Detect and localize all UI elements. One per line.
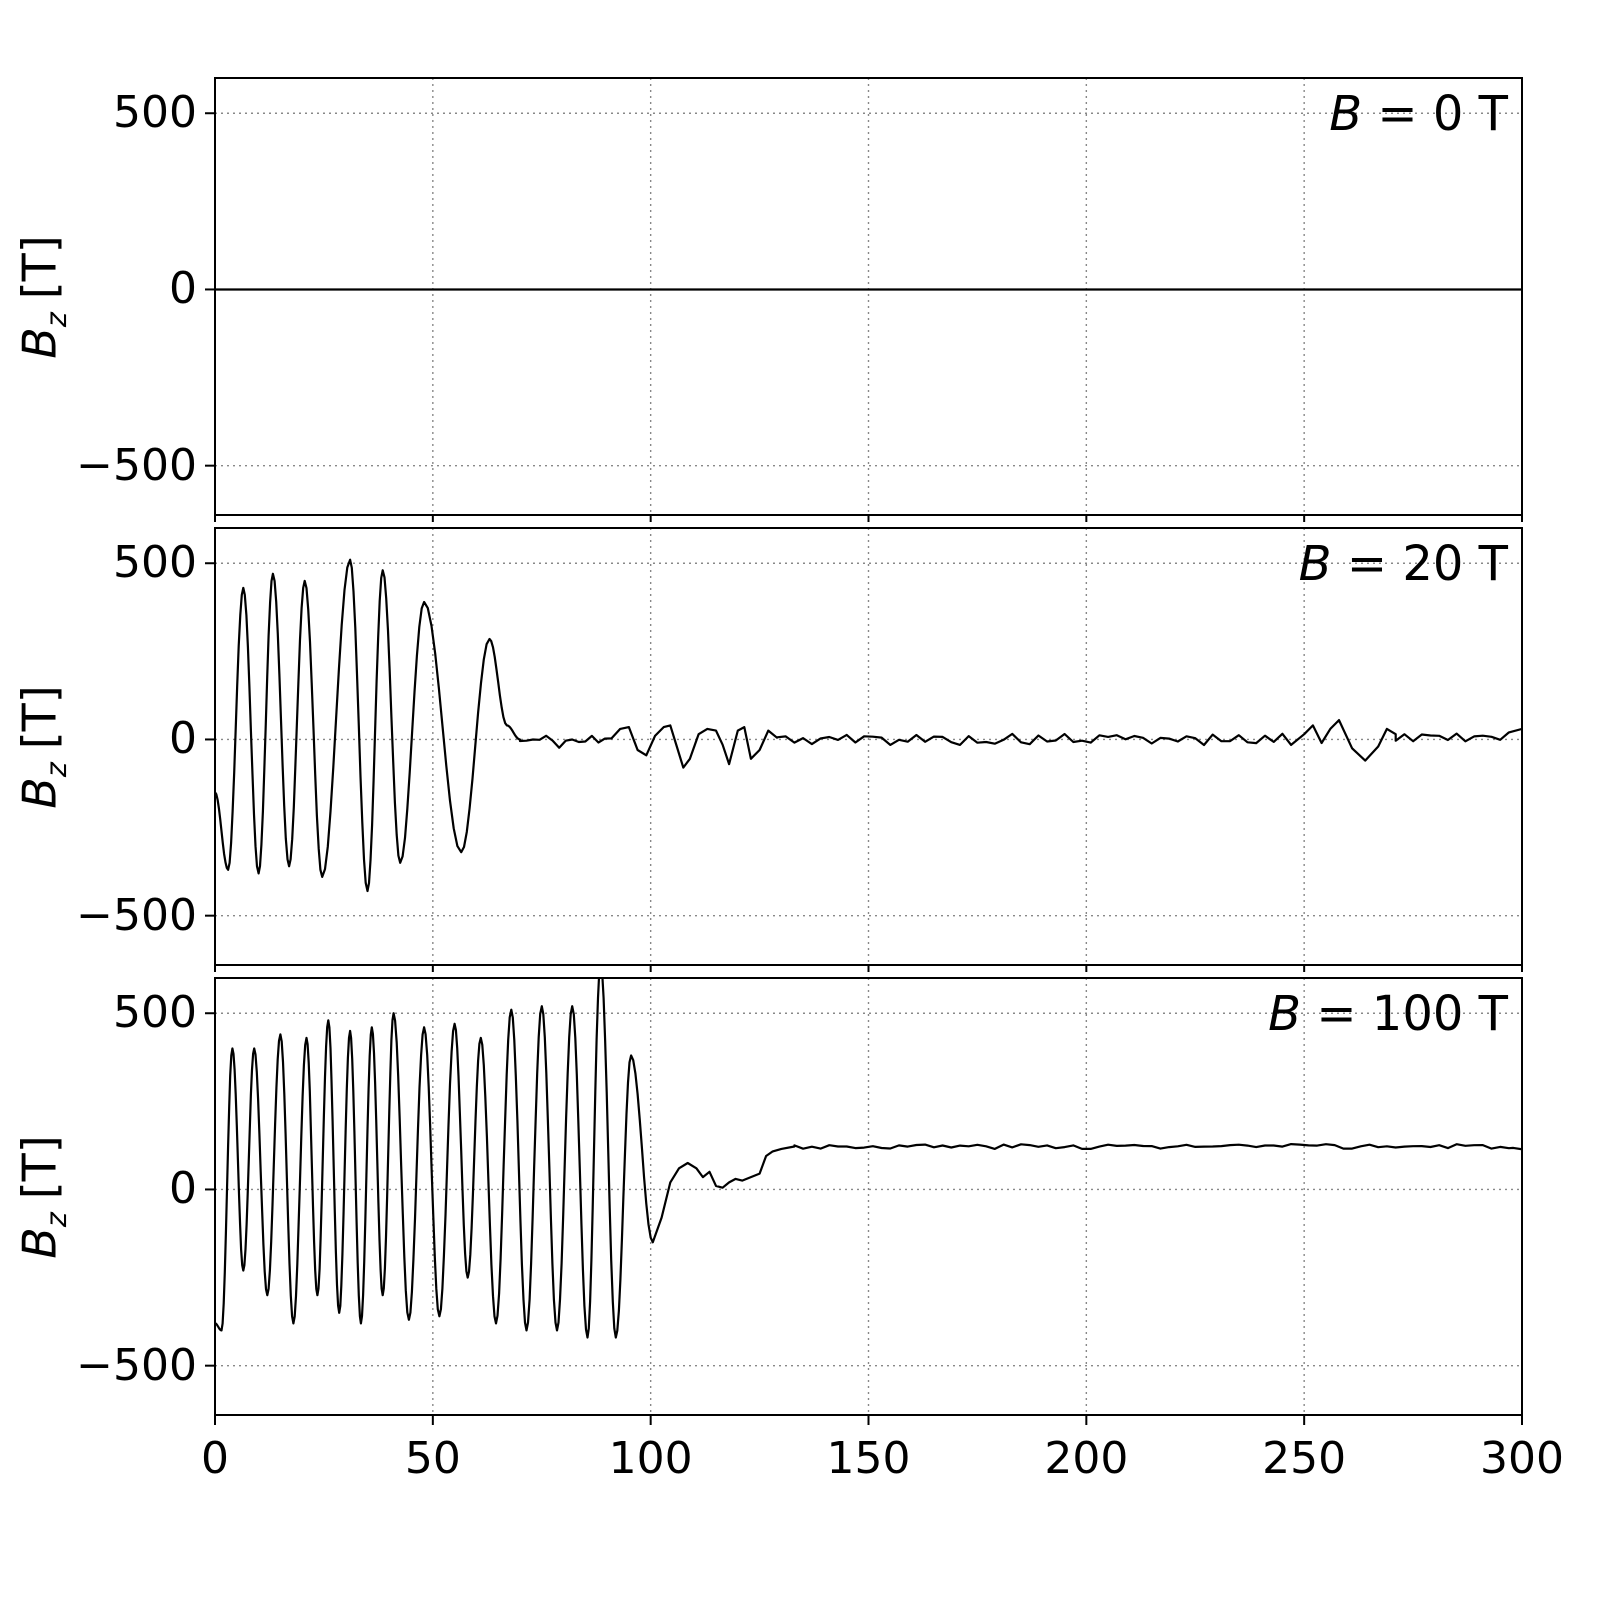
panel-label-symbol: B	[1329, 86, 1363, 142]
panel-label: B = 100 T	[1268, 990, 1508, 1038]
y-axis-label-subscript: z	[39, 1211, 73, 1227]
y-axis-label: Bz [T]	[13, 685, 73, 808]
x-tick-label: 150	[826, 1433, 911, 1484]
y-axis-label: Bz [T]	[13, 235, 73, 358]
x-tick-label: 200	[1044, 1433, 1129, 1484]
y-axis-label-subscript: z	[39, 761, 73, 777]
y-axis-label-subscript: z	[39, 311, 73, 327]
y-tick-label: 0	[169, 1163, 197, 1215]
y-axis-label-symbol: B	[12, 326, 67, 359]
tick-marks	[205, 112, 1523, 522]
x-tick-label: 0	[201, 1433, 229, 1484]
y-tick-label: −500	[76, 439, 197, 491]
x-tick-label: 300	[1480, 1433, 1564, 1484]
y-axis-label-unit: [T]	[12, 1134, 67, 1199]
y-tick-label: 500	[113, 987, 197, 1039]
panel-label-rest: = 100 T	[1301, 986, 1508, 1042]
tick-marks	[205, 562, 1523, 972]
gridlines	[214, 978, 1523, 1415]
y-tick-label: −500	[76, 889, 197, 941]
y-tick-label: 0	[169, 263, 197, 315]
axes-border	[214, 977, 1523, 1416]
y-axis-label: Bz [T]	[13, 1135, 73, 1258]
gridlines	[214, 78, 1523, 515]
x-tick-label: 50	[404, 1433, 461, 1484]
y-tick-label: 0	[169, 713, 197, 765]
x-tick-label: 100	[608, 1433, 693, 1484]
panel-label: B = 20 T	[1299, 540, 1508, 588]
y-axis-label-symbol: B	[12, 776, 67, 809]
y-axis-label-unit: [T]	[12, 234, 67, 299]
tick-marks	[205, 1012, 1523, 1425]
panel-label: B = 0 T	[1329, 90, 1508, 138]
x-tick-label: 250	[1262, 1433, 1347, 1484]
axes-border	[214, 77, 1523, 516]
y-tick-label: 500	[113, 87, 197, 139]
panel-label-rest: = 0 T	[1362, 86, 1508, 142]
panel-label-rest: = 20 T	[1331, 536, 1508, 592]
y-axis-label-symbol: B	[12, 1226, 67, 1259]
panel-label-symbol: B	[1298, 536, 1332, 592]
series-line-panel-2	[215, 978, 1522, 1339]
y-axis-label-unit: [T]	[12, 684, 67, 749]
series-line-panel-1	[215, 558, 1522, 893]
y-tick-label: −500	[76, 1339, 197, 1391]
y-tick-label: 500	[113, 537, 197, 589]
panel-label-symbol: B	[1268, 986, 1302, 1042]
